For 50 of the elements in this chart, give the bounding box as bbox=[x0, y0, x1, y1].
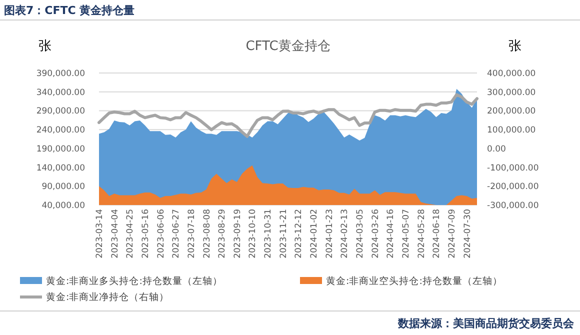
legend-label: 黄金:非商业多头持仓:持仓数量（左轴） bbox=[46, 275, 222, 287]
x-tick-label: 2023-05-16 bbox=[140, 209, 151, 258]
x-tick-label: 2024-07-30 bbox=[462, 209, 473, 258]
y2-tick-label: 100,000.00 bbox=[487, 126, 536, 136]
x-tick-label: 2023-04-25 bbox=[126, 209, 136, 258]
y-tick-label: 240,000.00 bbox=[36, 126, 85, 136]
x-tick-label: 2024-01-02 bbox=[310, 209, 320, 258]
x-tick-label: 2023-08-08 bbox=[202, 209, 212, 258]
source-note: 数据来源：美国商品期货交易委员会 bbox=[397, 317, 575, 330]
x-tick-label: 2024-05-28 bbox=[416, 209, 427, 258]
x-tick-label: 2024-07-09 bbox=[447, 209, 458, 258]
x-tick-label: 2024-01-23 bbox=[324, 209, 335, 258]
y-tick-label: 390,000.00 bbox=[36, 69, 85, 79]
x-tick-label: 2023-06-27 bbox=[172, 209, 182, 258]
x-tick-label: 2024-03-26 bbox=[370, 209, 381, 258]
legend-label: 黄金:非商业空头持仓:持仓数量（左轴） bbox=[326, 275, 502, 287]
line-series bbox=[98, 93, 478, 138]
y2-tick-label: -200,000.00 bbox=[487, 182, 539, 192]
x-tick-label: 2023-09-19 bbox=[232, 209, 243, 258]
y-tick-label: 90,000.00 bbox=[42, 182, 85, 192]
x-tick-label: 2024-02-13 bbox=[340, 209, 350, 258]
x-tick-label: 2023-10-31 bbox=[264, 209, 274, 258]
y-axis-title: 张 bbox=[38, 39, 52, 54]
x-tick-label: 2023-07-18 bbox=[186, 209, 197, 258]
y2-axis-title: 张 bbox=[508, 39, 522, 54]
y-tick-label: 140,000.00 bbox=[36, 163, 85, 174]
y2-tick-label: -300,000.00 bbox=[487, 201, 539, 211]
y2-tick-label: 0.00 bbox=[487, 144, 506, 154]
x-tick-label: 2023-08-29 bbox=[218, 209, 228, 258]
chart-title: 图表7：CFTC 黄金持仓量 bbox=[4, 4, 135, 17]
x-tick-label: 2023-04-04 bbox=[110, 209, 120, 258]
y-tick-label: 40,000.00 bbox=[42, 201, 85, 211]
legend-label: 黄金:非商业净持仓（右轴） bbox=[46, 291, 170, 303]
y-tick-label: 340,000.00 bbox=[36, 88, 85, 98]
x-tick-label: 2023-06-06 bbox=[156, 209, 166, 258]
y2-tick-label: -100,000.00 bbox=[487, 163, 539, 174]
x-tick-label: 2023-10-10 bbox=[248, 209, 258, 258]
x-tick-label: 2023-03-14 bbox=[95, 209, 105, 258]
x-tick-label: 2024-04-16 bbox=[386, 209, 396, 258]
x-tick-label: 2023-12-12 bbox=[294, 209, 304, 258]
y2-tick-label: 300,000.00 bbox=[487, 88, 536, 98]
y2-tick-label: 200,000.00 bbox=[487, 106, 536, 117]
chart-subtitle: CFTC黄金持仓 bbox=[246, 39, 330, 54]
x-tick-label: 2024-06-18 bbox=[432, 209, 442, 258]
x-tick-label: 2024-05-07 bbox=[401, 209, 412, 258]
x-tick-label: 2024-03-05 bbox=[356, 209, 366, 258]
y-tick-label: 290,000.00 bbox=[36, 106, 85, 117]
y-tick-label: 190,000.00 bbox=[36, 144, 85, 154]
x-tick-label: 2023-11-21 bbox=[278, 209, 289, 258]
y2-tick-label: 400,000.00 bbox=[487, 69, 536, 79]
